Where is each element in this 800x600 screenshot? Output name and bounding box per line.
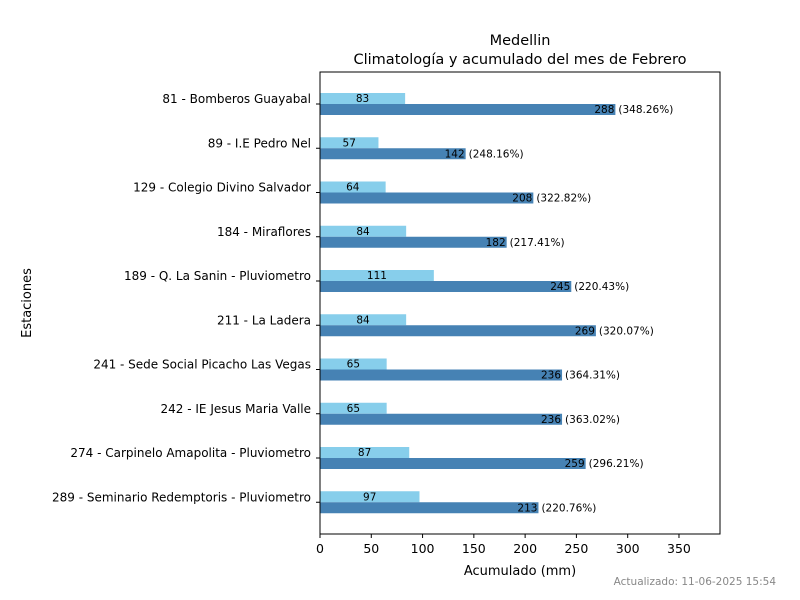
chart-subtitle: Climatología y acumulado del mes de Febr…: [354, 52, 687, 68]
bar-accumulated: [320, 236, 507, 248]
category-label: 129 - Colegio Divino Salvador: [133, 181, 311, 195]
bar-label-accumulated: 236: [541, 370, 561, 382]
bar-accumulated: [320, 413, 563, 425]
bar-label-accumulated: 208: [512, 193, 532, 205]
bar-accumulated: [320, 502, 539, 514]
bar-label-percent: (220.76%): [541, 502, 596, 514]
x-tick-label: 350: [667, 541, 691, 556]
bar-label-percent: (363.02%): [565, 414, 620, 426]
bar-label-climatology: 111: [367, 270, 387, 282]
bar-label-accumulated: 213: [517, 502, 537, 514]
bar-climatology: [320, 314, 407, 326]
bar-label-climatology: 83: [356, 93, 369, 105]
bar-label-accumulated: 259: [565, 458, 585, 470]
bar-label-percent: (296.21%): [589, 458, 644, 470]
bar-accumulated: [320, 192, 534, 204]
bar-label-climatology: 97: [363, 491, 376, 503]
bar-label-accumulated: 236: [541, 414, 561, 426]
category-label: 289 - Seminario Redemptoris - Pluviometr…: [52, 490, 311, 504]
bar-climatology: [320, 225, 407, 237]
bar-label-climatology: 65: [347, 359, 360, 371]
bar-accumulated: [320, 281, 572, 292]
bars-layer: 83 288 (348.26%) 57 142 (248.16%) 64 208 (322.82…: [320, 93, 673, 514]
bar-label-percent: (348.26%): [618, 104, 673, 116]
category-label: 189 - Q. La Sanin - Pluviometro: [124, 269, 311, 283]
bar-label-percent: (248.16%): [469, 148, 524, 160]
x-tick-label: 250: [564, 541, 588, 556]
bar-label-percent: (217.41%): [510, 237, 565, 249]
bar-label-climatology: 84: [356, 226, 370, 238]
x-tick-label: 100: [411, 541, 435, 556]
bar-label-climatology: 87: [358, 447, 371, 459]
bar-label-accumulated: 288: [594, 104, 614, 116]
x-tick-label: 0: [316, 541, 324, 556]
updated-timestamp: Actualizado: 11-06-2025 15:54: [613, 576, 776, 588]
chart-title: Medellin: [490, 33, 551, 49]
bar-accumulated: [320, 104, 616, 115]
bar-climatology: [320, 447, 410, 458]
bar-label-climatology: 65: [347, 403, 360, 415]
bar-label-climatology: 64: [346, 182, 360, 194]
category-label: 184 - Miraflores: [217, 225, 311, 239]
bar-climatology: [320, 137, 379, 149]
x-tick-label: 150: [462, 541, 486, 556]
bar-label-accumulated: 245: [550, 281, 570, 293]
category-label: 242 - IE Jesus Maria Valle: [161, 402, 311, 416]
bar-accumulated: [320, 458, 586, 469]
category-label: 211 - La Ladera: [217, 313, 311, 327]
bar-climatology: [320, 402, 387, 414]
category-labels: 81 - Bomberos Guayabal 89 - I.E Pedro Nel…: [52, 92, 320, 504]
bar-label-climatology: 84: [356, 314, 370, 326]
x-tick-label: 300: [616, 541, 640, 556]
bar-label-percent: (364.31%): [565, 370, 620, 382]
bar-accumulated: [320, 148, 466, 160]
bar-climatology: [320, 491, 420, 503]
x-tick-label: 200: [513, 541, 537, 556]
bar-climatology: [320, 270, 434, 281]
category-label: 89 - I.E Pedro Nel: [208, 136, 311, 150]
x-axis-label: Acumulado (mm): [464, 564, 576, 579]
bar-label-percent: (322.82%): [536, 193, 591, 205]
bar-accumulated: [320, 325, 596, 337]
bar-label-accumulated: 269: [575, 325, 595, 337]
category-label: 274 - Carpinelo Amapolita - Pluviometro: [70, 446, 311, 460]
x-tick-label: 50: [363, 541, 379, 556]
bar-label-accumulated: 142: [445, 148, 465, 160]
bar-label-percent: (220.43%): [574, 281, 629, 293]
bar-label-climatology: 57: [343, 137, 356, 149]
bar-label-accumulated: 182: [486, 237, 506, 249]
bar-climatology: [320, 358, 387, 370]
bar-accumulated: [320, 369, 563, 381]
axis-ticks: 0 50 100 150 200 250 300 350: [316, 534, 691, 556]
bar-climatology: [320, 181, 386, 193]
bar-label-percent: (320.07%): [599, 325, 654, 337]
category-label: 241 - Sede Social Picacho Las Vegas: [93, 358, 311, 372]
y-axis-label: Estaciones: [20, 268, 35, 338]
plot-frame: [319, 71, 721, 535]
category-label: 81 - Bomberos Guayabal: [162, 92, 311, 106]
bar-climatology: [320, 93, 406, 104]
